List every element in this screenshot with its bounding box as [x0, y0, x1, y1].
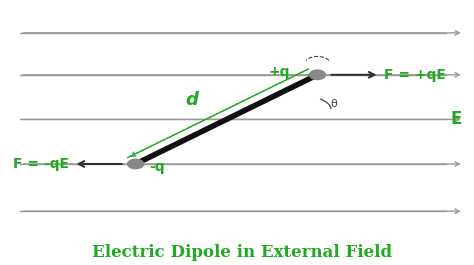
- Text: F = -qE: F = -qE: [13, 157, 69, 171]
- Circle shape: [310, 70, 325, 80]
- Text: Electric Dipole in External Field: Electric Dipole in External Field: [92, 244, 392, 261]
- Text: d: d: [185, 91, 198, 109]
- Text: F = +qE: F = +qE: [384, 68, 446, 82]
- Text: -q: -q: [149, 160, 164, 174]
- Text: E: E: [450, 111, 462, 128]
- Text: θ: θ: [331, 99, 337, 109]
- Text: +q: +q: [269, 65, 290, 79]
- Circle shape: [128, 159, 144, 169]
